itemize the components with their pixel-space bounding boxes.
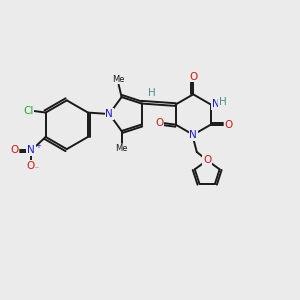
Text: O: O xyxy=(189,71,197,82)
Text: H: H xyxy=(148,88,156,98)
Text: +: + xyxy=(35,143,41,149)
Text: O: O xyxy=(155,118,164,128)
Text: ⁻: ⁻ xyxy=(35,165,39,174)
Text: N: N xyxy=(212,99,220,109)
Text: N: N xyxy=(27,145,35,155)
Text: N: N xyxy=(189,130,197,140)
Text: Me: Me xyxy=(112,75,125,84)
Text: O: O xyxy=(224,120,233,130)
Text: O: O xyxy=(27,161,35,171)
Text: O: O xyxy=(203,155,211,165)
Text: H: H xyxy=(219,97,226,107)
Text: N: N xyxy=(105,109,113,119)
Text: Me: Me xyxy=(116,144,128,153)
Text: Cl: Cl xyxy=(23,106,34,116)
Text: O: O xyxy=(10,145,19,155)
